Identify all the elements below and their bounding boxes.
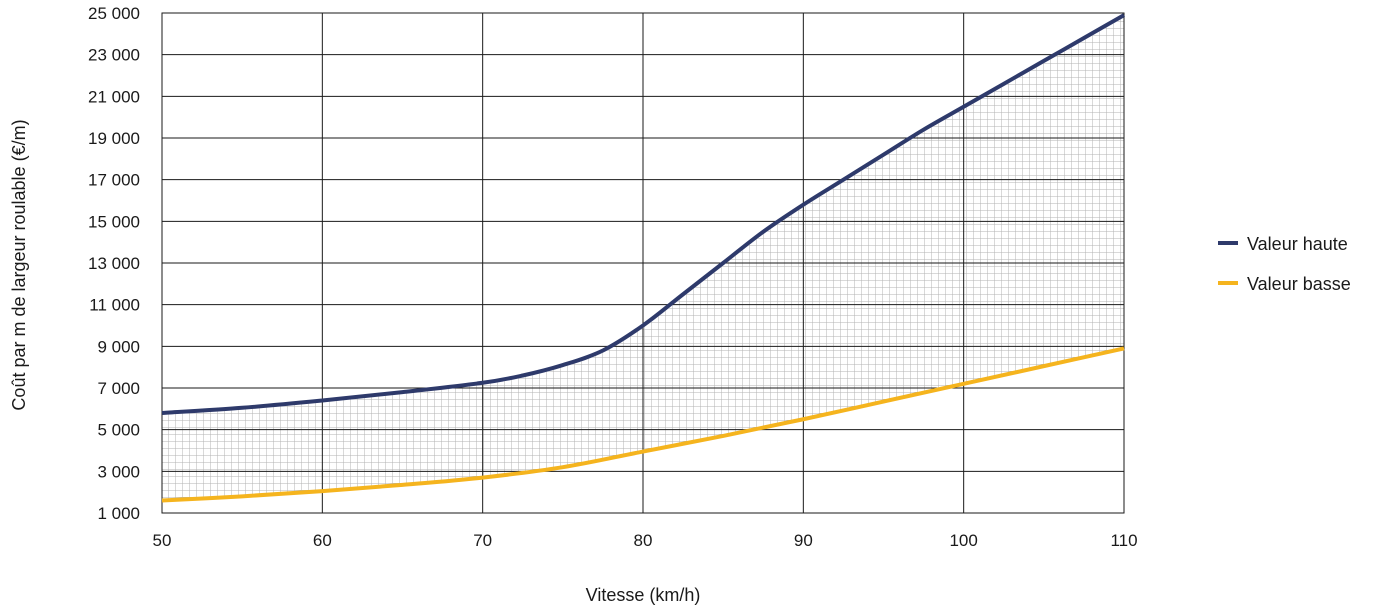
- legend: Valeur haute Valeur basse: [1218, 234, 1351, 294]
- y-tick-label: 9 000: [97, 337, 140, 356]
- x-tick-label: 50: [153, 531, 172, 550]
- x-tick-label: 80: [634, 531, 653, 550]
- x-tick-label: 100: [949, 531, 977, 550]
- range-fill-area: [162, 15, 1124, 501]
- y-tick-labels: 1 000 3 000 5 000 7 000 9 000 11 000 13 000 15 …: [88, 4, 140, 523]
- x-tick-labels: 50 60 70 80 90 100 110: [153, 531, 1138, 550]
- y-axis-label: Coût par m de largeur roulable (€/m): [9, 119, 29, 410]
- x-tick-label: 90: [794, 531, 813, 550]
- x-axis-label: Vitesse (km/h): [586, 585, 701, 605]
- y-tick-label: 13 000: [88, 254, 140, 273]
- x-tick-label: 110: [1110, 531, 1137, 550]
- y-tick-label: 17 000: [88, 171, 140, 190]
- series-line-low: [161, 346, 1125, 503]
- y-tick-label: 3 000: [97, 462, 140, 481]
- x-tick-label: 60: [313, 531, 332, 550]
- y-tick-label: 19 000: [88, 129, 140, 148]
- y-tick-label: 25 000: [88, 4, 140, 23]
- series-lines: [161, 13, 1125, 503]
- plot-frame: [161, 12, 1125, 514]
- legend-label-high: Valeur haute: [1247, 234, 1348, 254]
- y-tick-label: 1 000: [97, 504, 140, 523]
- range-fill: [162, 15, 1124, 501]
- legend-label-low: Valeur basse: [1247, 274, 1351, 294]
- legend-item-low: Valeur basse: [1218, 274, 1351, 294]
- y-tick-label: 23 000: [88, 46, 140, 65]
- y-tick-label: 11 000: [89, 296, 140, 315]
- legend-item-high: Valeur haute: [1218, 234, 1348, 254]
- y-tick-label: 7 000: [97, 379, 140, 398]
- y-tick-label: 21 000: [88, 87, 140, 106]
- y-tick-label: 5 000: [97, 421, 140, 440]
- series-line-high: [161, 13, 1125, 415]
- x-tick-label: 70: [473, 531, 492, 550]
- y-tick-label: 15 000: [88, 212, 140, 231]
- grid: [161, 12, 1125, 514]
